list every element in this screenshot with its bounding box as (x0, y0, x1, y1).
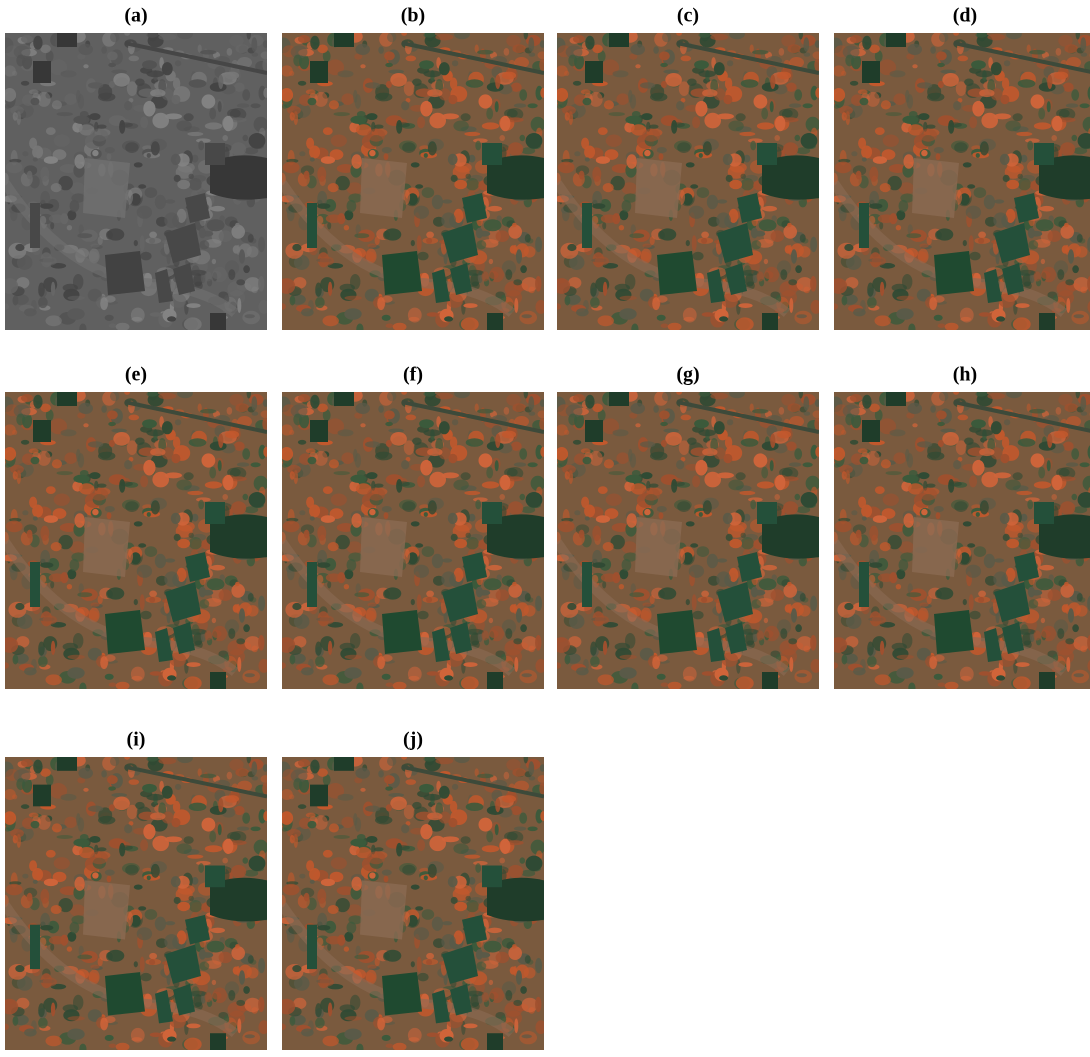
panel: (i) (0, 729, 270, 1055)
panel: (d) (826, 5, 1090, 335)
panel-label: (d) (953, 5, 977, 27)
panel-image (826, 386, 1090, 694)
panel: (c) (549, 5, 822, 335)
panel-label: (b) (401, 5, 425, 27)
panel: (f) (274, 364, 547, 694)
panel-label: (e) (125, 364, 147, 386)
panel-label: (j) (403, 729, 423, 751)
panel: (h) (826, 364, 1090, 694)
panel-image (274, 27, 547, 335)
panel-label: (c) (677, 5, 699, 27)
figure: (a) (b) (c) (d) (e) (f) (g) (h) (i) (j) (0, 0, 1090, 1057)
panel-image (549, 27, 822, 335)
panel-image (274, 751, 547, 1055)
panel-image (0, 386, 270, 694)
panel-label: (f) (403, 364, 423, 386)
panel-image (549, 386, 822, 694)
panel: (j) (274, 729, 547, 1055)
panel-image (826, 27, 1090, 335)
panel: (e) (0, 364, 270, 694)
page: {"panels": [{"label": "(a)"}, {"label": … (0, 0, 1090, 1057)
panel: (a) (0, 5, 270, 335)
panel-label: (h) (953, 364, 977, 386)
panel-label: (i) (127, 729, 146, 751)
panel: (g) (549, 364, 822, 694)
panel-image (274, 386, 547, 694)
panel: (b) (274, 5, 547, 335)
panel-image (0, 751, 270, 1055)
panel-label: (a) (124, 5, 147, 27)
panel-label: (g) (676, 364, 699, 386)
panel-image (0, 27, 270, 335)
